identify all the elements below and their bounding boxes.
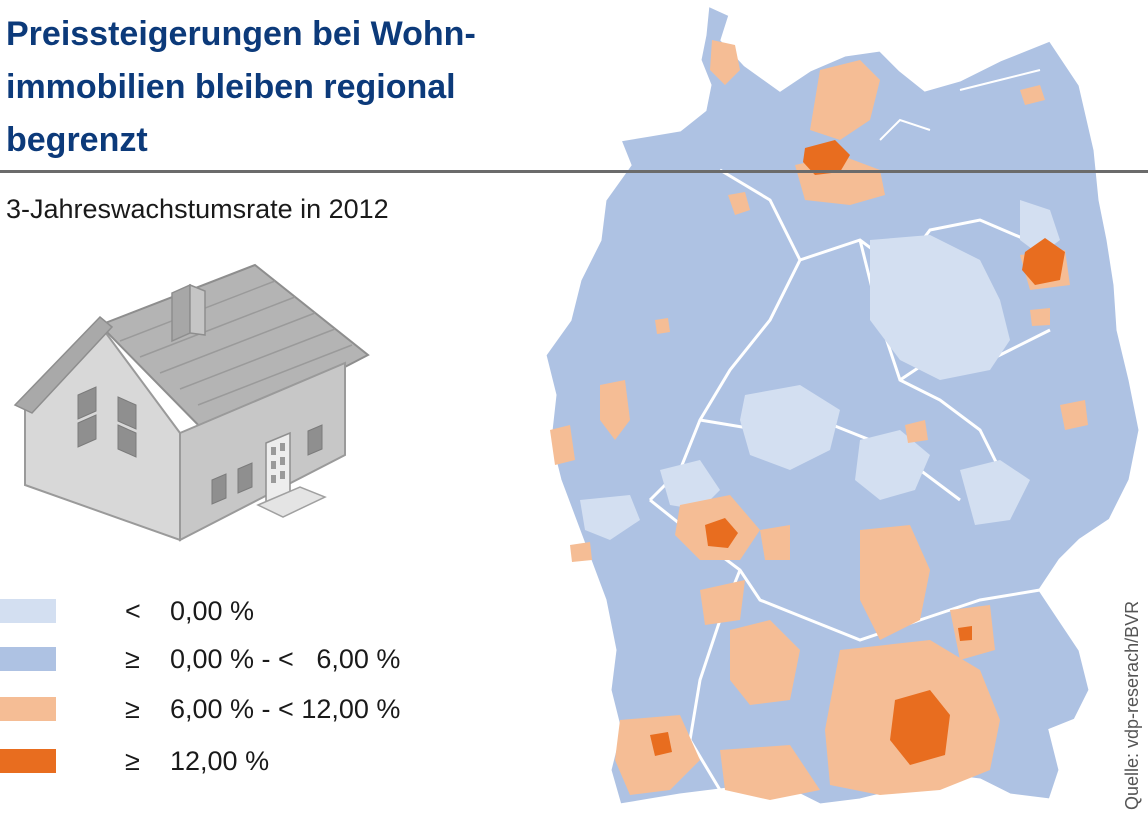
legend-label: 0,00 % - < 6,00 % bbox=[170, 644, 401, 674]
house-door-panes bbox=[271, 443, 285, 483]
legend-swatch-twelve-plus bbox=[0, 749, 56, 773]
legend-symbol: ≥ bbox=[125, 694, 140, 724]
regions-below-zero bbox=[580, 200, 1060, 540]
legend-swatch-below-zero bbox=[0, 599, 56, 623]
region-freiburg bbox=[650, 732, 672, 756]
house-windows-gable bbox=[77, 386, 137, 458]
legend-swatch-six-to-twelve bbox=[0, 697, 56, 721]
house-step bbox=[256, 486, 327, 518]
legend-swatch-zero-to-six bbox=[0, 647, 56, 671]
region-regensburg-core bbox=[958, 626, 972, 641]
title-divider bbox=[0, 170, 1148, 173]
region-leipzig bbox=[1060, 400, 1088, 430]
region-berlin bbox=[1022, 238, 1065, 285]
legend-label: 0,00 % bbox=[170, 596, 255, 626]
region-bremen bbox=[728, 192, 750, 215]
region-thuringia-light bbox=[855, 430, 930, 500]
regions-twelve-plus bbox=[650, 140, 1065, 765]
house-chimney-front bbox=[189, 283, 206, 336]
region-regensburg bbox=[950, 605, 995, 660]
region-hesse-light bbox=[660, 460, 720, 510]
region-central-spot bbox=[905, 420, 928, 443]
region-north-isle bbox=[710, 40, 740, 85]
legend-symbol: ≥ bbox=[125, 644, 140, 674]
region-saxony-light bbox=[960, 460, 1030, 525]
region-bw-center bbox=[730, 620, 800, 705]
house-windows-side bbox=[211, 424, 323, 505]
map-coast-detail bbox=[879, 59, 1101, 141]
house-icon bbox=[13, 263, 370, 542]
region-west-spot bbox=[655, 318, 670, 334]
region-bavaria-north bbox=[860, 525, 930, 640]
house-roof-edge bbox=[13, 315, 114, 414]
region-ne-light bbox=[1020, 200, 1060, 255]
house-roof-front bbox=[98, 263, 370, 439]
legend-item-below-zero: < 0,00 % bbox=[0, 595, 520, 627]
region-hamburg bbox=[803, 140, 850, 175]
legend-item-zero-to-six: ≥ 0,00 % - < 6,00 % bbox=[0, 643, 520, 675]
region-nrw-2 bbox=[550, 425, 575, 465]
legend-label: 6,00 % - < 12,00 % bbox=[170, 694, 401, 724]
page-title: Preissteigerungen bei Wohn- immobilien b… bbox=[6, 15, 476, 159]
region-bw-west bbox=[700, 580, 745, 625]
region-saxony-spot bbox=[1020, 85, 1045, 105]
region-munich bbox=[890, 690, 950, 765]
legend-label: 12,00 % bbox=[170, 746, 270, 776]
chart-subtitle: 3-Jahreswachstumsrate in 2012 bbox=[6, 194, 389, 224]
region-nrw-1 bbox=[600, 380, 630, 440]
legend-symbol: ≥ bbox=[125, 746, 140, 776]
region-east-light bbox=[870, 235, 1010, 380]
region-east-spot bbox=[1030, 308, 1050, 326]
region-lake bbox=[720, 745, 820, 800]
legend-item-six-to-twelve: ≥ 6,00 % - < 12,00 % bbox=[0, 693, 520, 725]
house-chimney-side bbox=[171, 283, 191, 343]
region-west-light bbox=[580, 495, 640, 540]
legend-item-twelve-plus: ≥ 12,00 % bbox=[0, 745, 520, 777]
region-central-light bbox=[740, 385, 840, 470]
legend-symbol: < bbox=[125, 596, 141, 626]
region-frankfurt bbox=[705, 518, 738, 548]
source-credit: Quelle: vdp-reserach/BVR bbox=[1122, 600, 1142, 810]
region-sh bbox=[810, 60, 880, 140]
region-west-2 bbox=[570, 542, 592, 562]
region-rhein-main bbox=[760, 525, 790, 560]
germany-outline bbox=[543, 2, 1142, 807]
